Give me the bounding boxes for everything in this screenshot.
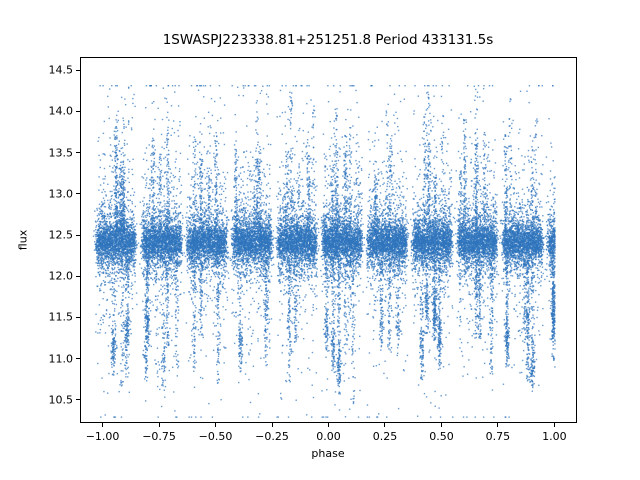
plot-area xyxy=(80,57,577,423)
x-tick-mark xyxy=(102,423,104,427)
x-tick-mark xyxy=(271,423,273,427)
x-tick-label: −0.50 xyxy=(198,430,233,443)
y-tick-label: 11.5 xyxy=(48,310,74,324)
chart-title: 1SWASPJ223338.81+251251.8 Period 433131.… xyxy=(162,32,494,48)
y-tick-label: 14.0 xyxy=(48,104,74,118)
y-tick-mark xyxy=(76,234,80,236)
scatter-points-canvas xyxy=(80,57,577,423)
x-tick-mark xyxy=(215,423,217,427)
x-tick-label: 1.00 xyxy=(542,430,567,443)
y-tick-mark xyxy=(76,399,80,401)
y-tick-mark xyxy=(76,275,80,277)
y-tick-mark xyxy=(76,316,80,318)
x-tick-mark xyxy=(158,423,160,427)
y-tick-label: 11.0 xyxy=(48,352,74,366)
x-tick-mark xyxy=(553,423,555,427)
x-tick-mark xyxy=(328,423,329,427)
y-tick-mark xyxy=(76,69,80,71)
x-tick-label: 0.00 xyxy=(316,430,341,443)
x-tick-label: 0.75 xyxy=(485,430,511,443)
x-tick-mark xyxy=(384,423,386,427)
y-tick-mark xyxy=(76,358,80,360)
y-tick-label: 10.5 xyxy=(48,393,74,407)
x-tick-label: −0.75 xyxy=(142,430,176,443)
x-axis-label: phase xyxy=(311,447,345,460)
x-tick-label: −0.25 xyxy=(255,430,289,443)
y-tick-label: 12.5 xyxy=(48,228,74,242)
x-tick-mark xyxy=(440,423,442,427)
y-tick-mark xyxy=(76,110,80,112)
y-tick-label: 14.5 xyxy=(48,63,74,77)
x-tick-mark xyxy=(497,423,499,427)
y-axis-label: flux xyxy=(16,229,30,251)
y-tick-label: 13.0 xyxy=(48,187,74,201)
x-tick-label: 0.25 xyxy=(372,430,398,443)
y-tick-mark xyxy=(76,193,80,195)
x-tick-label: −1.00 xyxy=(85,430,120,443)
y-tick-label: 12.0 xyxy=(48,269,74,283)
y-tick-mark xyxy=(76,152,80,154)
x-tick-label: 0.50 xyxy=(429,430,454,443)
y-tick-label: 13.5 xyxy=(48,146,74,160)
